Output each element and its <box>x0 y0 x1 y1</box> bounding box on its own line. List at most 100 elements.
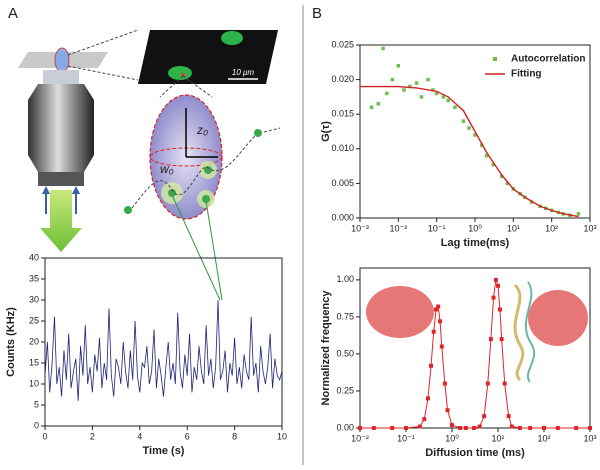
x-tick-label: 10⁻² <box>351 433 369 443</box>
data-point <box>402 88 406 92</box>
data-point <box>576 212 581 216</box>
data-point <box>453 105 457 110</box>
y-tick-label: 0.75 <box>336 311 354 321</box>
y-tick-label: 0.25 <box>336 385 354 395</box>
x-axis-title: Diffusion time (ms) <box>425 447 525 459</box>
data-point <box>376 102 381 106</box>
data-point <box>434 91 439 96</box>
x-tick-label: 0 <box>42 431 47 441</box>
y-tick-label: 0.025 <box>331 39 354 49</box>
panel-label: B <box>312 5 322 22</box>
y-tick-label: 35 <box>29 273 39 283</box>
data-point <box>371 426 376 430</box>
data-point <box>502 381 507 386</box>
data-point <box>463 426 468 430</box>
y-axis-title: Normalized frequency <box>320 290 332 406</box>
x-tick-label: 10³ <box>583 433 596 443</box>
y-tick-label: 30 <box>29 294 39 304</box>
data-point <box>467 126 471 130</box>
y-tick-label: 0 <box>34 420 39 430</box>
data-point <box>458 426 463 430</box>
data-point <box>450 423 454 428</box>
x-tick-label: 10¹ <box>491 433 504 443</box>
data-line <box>360 85 579 218</box>
y-tick-label: 0.50 <box>336 348 354 358</box>
data-point <box>358 426 362 430</box>
data-point <box>499 337 504 342</box>
y-tick-label: 10 <box>29 378 39 388</box>
y-tick-label: 0.005 <box>331 178 354 188</box>
data-point <box>574 426 579 430</box>
protein-illustration <box>366 281 588 383</box>
data-line <box>44 299 283 401</box>
data-point <box>588 426 592 430</box>
data-point <box>381 46 385 51</box>
scale-bar-label: 10 μm <box>232 68 255 77</box>
y-tick-label: 0.00 <box>336 422 354 432</box>
data-point <box>491 295 496 300</box>
data-point <box>477 424 482 429</box>
axis-annotation: w₀ <box>160 162 174 176</box>
x-tick-label: 10¹ <box>507 223 520 233</box>
y-tick-label: 0.020 <box>331 74 354 84</box>
data-point <box>500 174 504 179</box>
x-axis-title: Time (s) <box>143 445 185 457</box>
data-point <box>493 277 498 282</box>
illustration <box>18 29 281 301</box>
data-point <box>528 426 533 430</box>
data-point <box>369 105 374 110</box>
data-point <box>439 344 444 349</box>
data-point <box>542 426 546 430</box>
y-tick-label: 0.000 <box>331 212 354 222</box>
y-tick-label: 25 <box>29 315 39 325</box>
x-tick-label: 10⁻¹ <box>397 433 415 443</box>
data-point <box>480 143 484 148</box>
y-tick-label: 5 <box>34 399 39 409</box>
axis-annotation: z₀ <box>196 123 208 137</box>
y-axis-title: G(τ) <box>320 121 332 142</box>
data-point <box>485 381 490 386</box>
legend-label: Autocorrelation <box>511 54 585 65</box>
data-point <box>488 337 493 342</box>
x-tick-label: 10 <box>277 431 287 441</box>
data-point <box>390 77 395 82</box>
y-tick-label: 0.015 <box>331 109 354 119</box>
x-tick-label: 2 <box>90 431 95 441</box>
x-tick-label: 10⁻² <box>389 223 407 233</box>
data-point <box>471 426 476 430</box>
legend-swatch <box>493 57 497 61</box>
x-tick-label: 10² <box>537 433 550 443</box>
data-point <box>497 307 502 312</box>
data-point <box>385 91 389 96</box>
data-point <box>446 98 450 103</box>
data-point <box>390 426 395 430</box>
data-point <box>506 414 511 419</box>
y-tick-label: 1.00 <box>336 274 354 284</box>
data-point <box>425 396 430 401</box>
data-point <box>434 307 439 312</box>
data-point <box>442 381 447 386</box>
data-point <box>509 424 514 429</box>
data-point <box>404 426 408 430</box>
y-tick-label: 20 <box>29 336 39 346</box>
y-tick-label: 0.010 <box>331 143 354 153</box>
x-tick-label: 10⁻¹ <box>428 223 446 233</box>
y-tick-label: 15 <box>29 357 39 367</box>
x-tick-label: 10³ <box>583 223 596 233</box>
data-point <box>426 77 430 82</box>
y-tick-label: 40 <box>29 252 39 262</box>
data-point <box>431 88 435 92</box>
data-point <box>429 363 434 368</box>
data-point <box>555 426 560 430</box>
data-point <box>505 181 510 186</box>
data-point <box>438 319 443 324</box>
data-point <box>529 200 534 204</box>
x-tick-label: 10⁻³ <box>351 223 369 233</box>
data-point <box>482 414 487 419</box>
data-point <box>496 283 500 288</box>
x-tick-label: 10⁰ <box>468 223 482 233</box>
x-axis-title: Lag time(ms) <box>441 237 510 249</box>
x-tick-label: 8 <box>232 431 237 441</box>
x-tick-label: 10² <box>545 223 558 233</box>
data-point <box>422 417 427 422</box>
